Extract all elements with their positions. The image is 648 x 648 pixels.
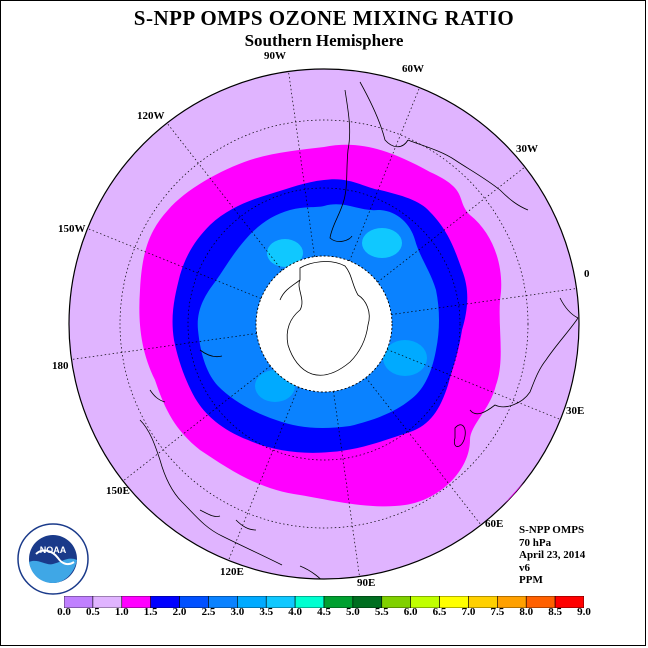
latitude-circle <box>119 119 529 529</box>
lon-label-150e: 150E <box>106 485 130 497</box>
indonesia-coastline <box>199 509 331 579</box>
meridian-line <box>377 166 526 283</box>
colorbar-cell <box>554 596 584 608</box>
colorbar-ticks: 0.0 0.5 1.0 1.5 2.0 2.5 3.0 3.5 4.0 4.5 5.0 5.5 6.0 6… <box>0 606 648 622</box>
info-units: PPM <box>519 574 543 586</box>
polar-night-hole <box>255 255 393 393</box>
noaa-logo: NOAA <box>17 523 89 595</box>
colorbar-tick-label: 0.0 <box>57 606 71 618</box>
colorbar-tick-label: 5.0 <box>346 606 360 618</box>
info-date: April 23, 2014 <box>519 549 586 561</box>
contour-3-0-a <box>362 228 402 258</box>
info-level: 70 hPa <box>519 536 552 549</box>
colorbar-tick-label: 2.5 <box>201 606 216 618</box>
meridian-line <box>71 333 257 360</box>
colorbar-tick-label: 0.5 <box>86 606 100 618</box>
madagascar-coastline <box>453 424 466 447</box>
lon-label-30e: 30E <box>566 405 585 417</box>
colorbar-tick-label: 2.0 <box>172 606 187 618</box>
colorbar-tick-label: 7.0 <box>461 606 476 618</box>
contour-2-5-c <box>383 340 427 376</box>
lon-label-30w: 30W <box>516 143 538 155</box>
south-america-coastline <box>329 81 529 242</box>
meridian-line <box>365 377 482 526</box>
info-instrument: S-NPP OMPS <box>519 524 585 536</box>
colorbar-tick-label: 7.5 <box>490 606 505 618</box>
latitude-circle <box>255 255 393 393</box>
lon-label-120e: 120E <box>220 566 244 578</box>
colorbar-tick-label: 4.0 <box>288 606 302 618</box>
colorbar-tick-label: 1.5 <box>143 606 158 618</box>
contour-3-0-b <box>267 239 303 267</box>
info-block: S-NPP OMPS 70 hPa April 23, 2014 v6 PPM <box>519 524 585 587</box>
meridian-line <box>288 71 315 257</box>
map-title: S-NPP OMPS OZONE MIXING RATIO <box>133 6 515 30</box>
colorbar-tick-label: 4.5 <box>317 606 331 618</box>
meridian-line <box>333 391 360 577</box>
meridian-line <box>166 122 283 271</box>
lon-label-60w: 60W <box>402 63 424 75</box>
lon-label-180: 180 <box>52 360 69 372</box>
africa-coastline <box>469 297 579 415</box>
australia-coastline <box>139 349 283 566</box>
meridian-line <box>228 386 299 561</box>
colorbar <box>64 596 584 608</box>
colorbar-tick-label: 9.0 <box>577 606 591 618</box>
colorbar-tick-label: 1.0 <box>114 606 129 618</box>
antarctica-coastline <box>279 261 370 376</box>
lon-label-120w: 120W <box>137 110 165 122</box>
lon-label-0: 0 <box>584 268 590 280</box>
meridian-line <box>122 365 271 482</box>
latitude-circle <box>187 187 461 461</box>
lon-label-90e: 90E <box>357 577 376 589</box>
colorbar-tick-label: 8.5 <box>548 606 562 618</box>
colorbar-tick-label: 5.5 <box>374 606 389 618</box>
colorbar-tick-label: 3.0 <box>230 606 245 618</box>
meridian-line <box>386 349 561 420</box>
noaa-logo-text: NOAA <box>40 545 67 555</box>
map-subtitle: Southern Hemisphere <box>244 31 404 50</box>
meridian-line <box>391 288 577 315</box>
lon-label-90w: 90W <box>264 50 286 62</box>
colorbar-tick-label: 6.0 <box>403 606 418 618</box>
lon-label-60e: 60E <box>485 518 504 530</box>
lon-label-150w: 150W <box>58 223 86 235</box>
colorbar-tick-label: 6.5 <box>432 606 447 618</box>
info-version: v6 <box>519 561 530 574</box>
colorbar-tick-label: 3.5 <box>259 606 274 618</box>
colorbar-tick-label: 8.0 <box>519 606 534 618</box>
